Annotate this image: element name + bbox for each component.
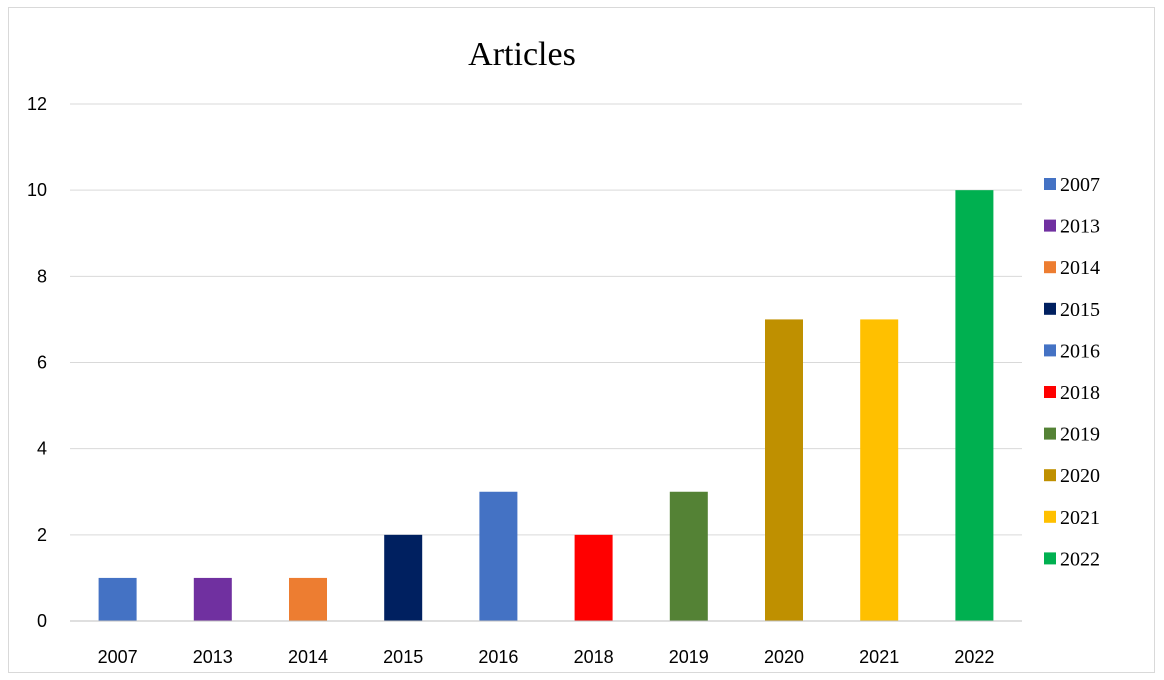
legend-swatch <box>1044 261 1056 274</box>
x-tick-label: 2015 <box>383 647 423 667</box>
legend-swatch <box>1044 302 1056 315</box>
legend: 2007 2013 2014 2015 2016 2018 2019 2020 2021 2022 <box>1044 174 1100 570</box>
legend-swatch <box>1044 344 1056 357</box>
y-tick-label: 12 <box>27 94 47 114</box>
bar-2014 <box>289 577 327 621</box>
legend-swatch <box>1044 552 1056 565</box>
legend-entry: 2007 <box>1060 174 1100 196</box>
y-tick-label: 4 <box>37 439 47 459</box>
bar-2015 <box>384 534 423 621</box>
x-tick-label: 2014 <box>288 647 328 667</box>
y-tick-label: 6 <box>37 353 47 373</box>
bar-2020 <box>765 319 803 621</box>
y-axis-ticks: 0 2 4 6 8 10 12 <box>27 94 47 631</box>
legend-swatch <box>1044 510 1056 523</box>
x-tick-label: 2013 <box>193 647 233 667</box>
legend-entry: 2020 <box>1060 465 1100 487</box>
bar-2007 <box>98 577 137 621</box>
legend-entry: 2019 <box>1060 424 1100 446</box>
x-axis-ticks: 2007 2013 2014 2015 2016 2018 2019 2020 2021 2022 <box>98 647 995 667</box>
legend-entry: 2013 <box>1060 216 1100 238</box>
x-tick-label: 2007 <box>98 647 138 667</box>
bar-2018 <box>574 534 613 621</box>
y-tick-label: 0 <box>37 611 47 631</box>
x-tick-label: 2022 <box>954 647 994 667</box>
legend-entry: 2016 <box>1060 340 1100 362</box>
bar-2016 <box>479 491 518 621</box>
x-tick-label: 2020 <box>764 647 804 667</box>
x-tick-label: 2018 <box>574 647 614 667</box>
x-tick-label: 2019 <box>669 647 709 667</box>
legend-entry: 2014 <box>1060 257 1100 279</box>
legend-entry: 2018 <box>1060 382 1100 404</box>
legend-swatch <box>1044 469 1056 482</box>
bar-2022 <box>955 190 994 621</box>
legend-swatch <box>1044 386 1056 398</box>
legend-swatch <box>1044 178 1056 190</box>
y-tick-label: 2 <box>37 525 47 545</box>
y-tick-label: 8 <box>37 266 47 286</box>
legend-entry: 2021 <box>1060 507 1100 529</box>
legend-entry: 2022 <box>1060 548 1100 570</box>
bar-2019 <box>669 491 708 621</box>
legend-swatch <box>1044 219 1056 232</box>
x-tick-label: 2016 <box>478 647 518 667</box>
y-tick-label: 10 <box>27 180 47 200</box>
bar-2013 <box>193 577 232 621</box>
bars <box>98 190 994 621</box>
chart-title: Articles <box>468 36 576 73</box>
legend-swatch <box>1044 427 1056 440</box>
x-tick-label: 2021 <box>859 647 899 667</box>
legend-entry: 2015 <box>1060 299 1100 321</box>
bar-2021 <box>860 319 899 621</box>
